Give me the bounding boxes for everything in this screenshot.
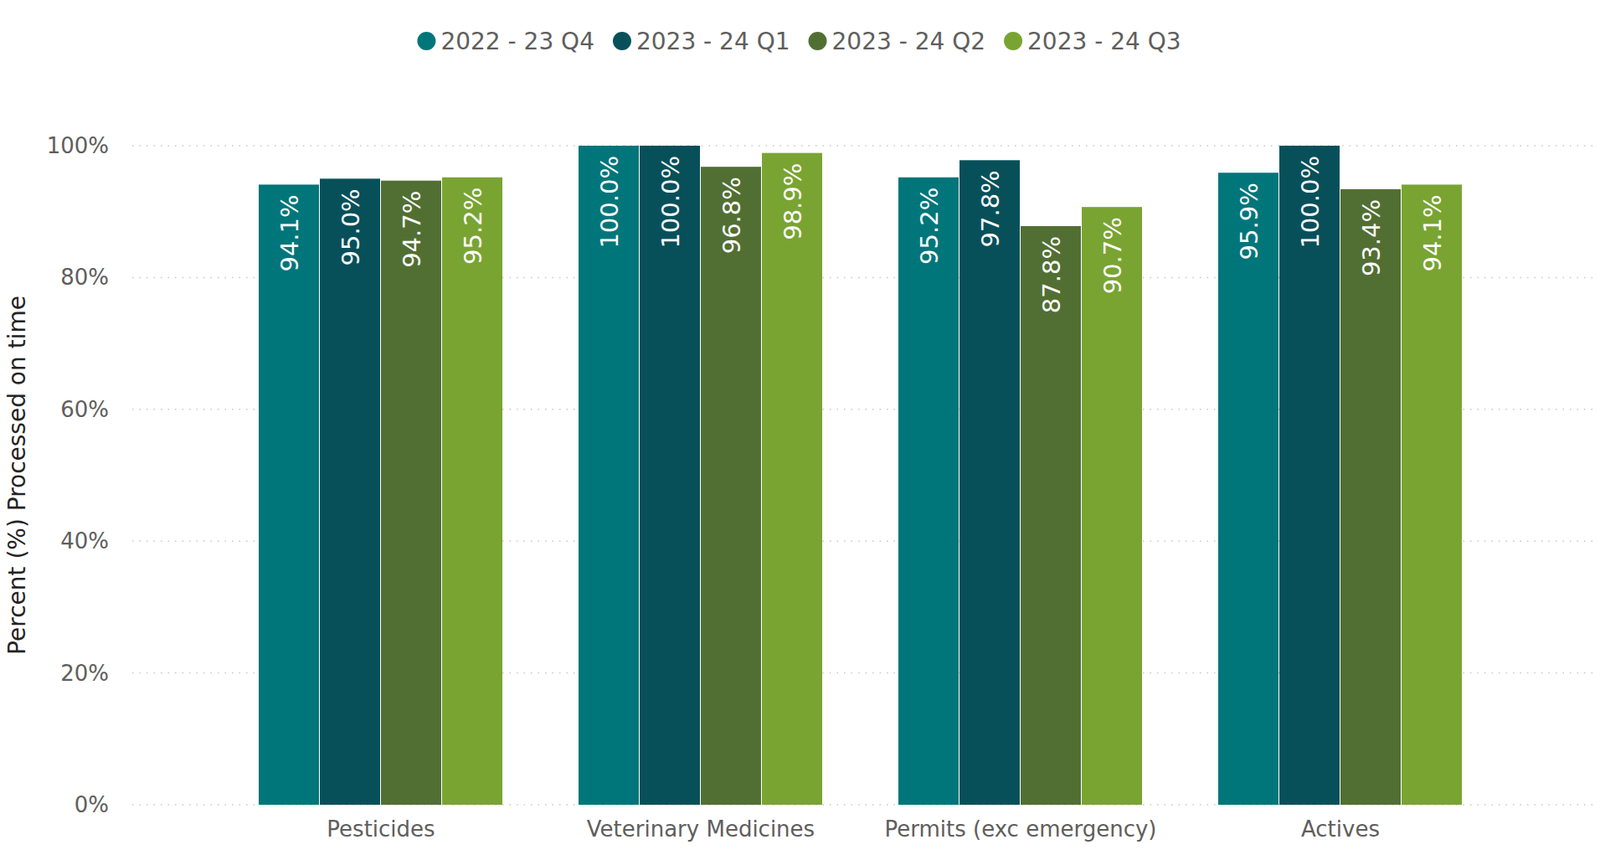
- bar: [319, 178, 381, 805]
- legend-label: 2023 - 24 Q1: [636, 27, 791, 56]
- bar: [898, 177, 959, 805]
- legend: 2022 - 23 Q4 2023 - 24 Q1 2023 - 24 Q2 2023…: [416, 27, 1181, 56]
- data-label: 95.9%: [1234, 182, 1264, 260]
- bar: [959, 159, 1020, 805]
- bar: [1340, 189, 1401, 805]
- data-label: 94.7%: [397, 190, 427, 268]
- legend-marker: [416, 31, 436, 51]
- x-tick-label: Permits (exc emergency): [884, 816, 1157, 842]
- bar: [578, 145, 639, 805]
- data-label: 100.0%: [1296, 155, 1325, 249]
- x-tick-label: Veterinary Medicines: [586, 816, 815, 842]
- y-tick-label: 0%: [74, 792, 109, 818]
- chart: 0% 20% 40% 60% 80% 100% Percent (%) Processed …: [0, 0, 1600, 855]
- data-label: 100.0%: [656, 155, 685, 249]
- legend-marker: [808, 31, 828, 51]
- data-label: 97.8%: [976, 169, 1005, 247]
- legend-marker: [1003, 31, 1023, 51]
- y-tick-label: 40%: [60, 528, 109, 554]
- y-tick-label: 100%: [46, 133, 109, 159]
- legend-marker: [612, 31, 632, 51]
- data-label: 90.7%: [1098, 216, 1127, 294]
- data-label: 87.8%: [1037, 236, 1066, 314]
- bar: [258, 184, 319, 805]
- y-axis-label: Percent (%) Processed on time: [3, 295, 31, 655]
- legend-label: 2022 - 23 Q4: [440, 27, 595, 56]
- y-tick-label: 20%: [60, 660, 109, 686]
- bar: [1020, 226, 1081, 805]
- bar: [1279, 145, 1340, 805]
- data-label: 96.8%: [717, 176, 746, 254]
- legend-label: 2023 - 24 Q2: [832, 27, 987, 56]
- data-label: 94.1%: [1418, 194, 1447, 272]
- data-label: 98.9%: [778, 163, 808, 241]
- y-tick-label: 60%: [60, 396, 109, 422]
- grid-line: [132, 144, 1593, 147]
- bar: [1218, 172, 1279, 805]
- data-labels: 94.1% 95.0% 94.7% 95.2% 100.0% 100.0% 96.8% 98.…: [275, 155, 1447, 314]
- x-tick-label: Actives: [1301, 816, 1380, 842]
- bar: [700, 166, 762, 805]
- bar: [1081, 206, 1143, 805]
- legend-label: 2023 - 24 Q3: [1027, 27, 1182, 56]
- x-tick-label: Pesticides: [326, 816, 435, 842]
- bar: [639, 145, 700, 805]
- data-label: 100.0%: [595, 155, 624, 249]
- data-label: 95.0%: [336, 188, 366, 266]
- bar: [442, 177, 503, 805]
- bar: [1401, 184, 1462, 805]
- y-tick-label: 80%: [60, 264, 109, 290]
- data-label: 93.4%: [1357, 199, 1386, 277]
- data-label: 94.1%: [275, 194, 304, 272]
- bar: [380, 180, 442, 805]
- data-label: 95.2%: [458, 187, 488, 265]
- data-label: 95.2%: [915, 187, 944, 265]
- bars: [258, 145, 1462, 805]
- bar: [761, 153, 823, 805]
